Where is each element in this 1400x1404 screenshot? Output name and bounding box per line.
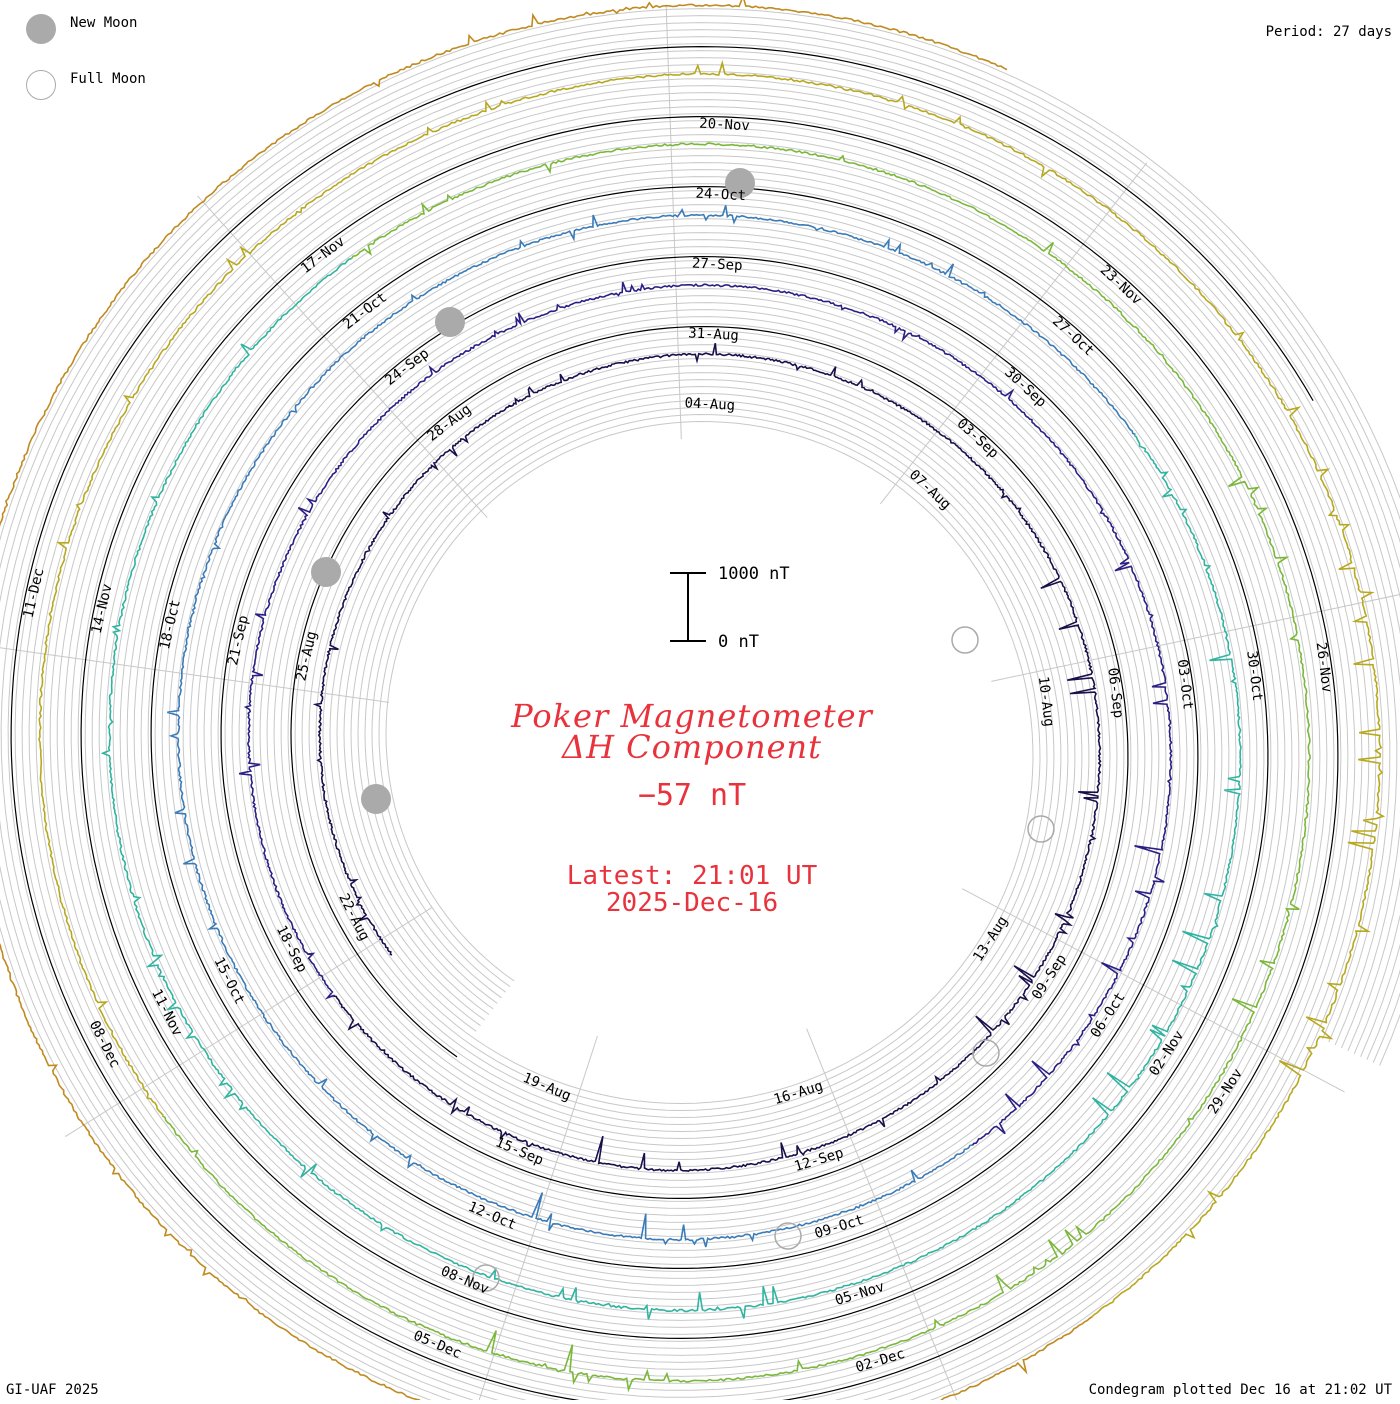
trace-rotation-4 [100,257,1242,1320]
trace-rotation-5 [161,142,1311,1393]
date-label: 16-Aug [772,1078,825,1108]
chart-title: Poker Magnetometer [510,697,873,735]
grid-spiral-6 [14,50,1400,1404]
new-moon-marker-1 [311,557,341,587]
footer-plot-time: Condegram plotted Dec 16 at 21:02 UT [1088,1382,1392,1398]
scale-bar: 1000 nT 0 nT [670,564,790,652]
new-moon-marker-2 [435,307,465,337]
full-moon-marker-1 [1027,815,1055,843]
grid-spiral-2 [0,22,1400,1404]
trace-rotation-2 [238,281,1173,1146]
footer-credit: GI-UAF 2025 [6,1382,99,1398]
date-label: 21-Sep [225,614,252,667]
legend-full-moon: Full Moon [26,70,146,100]
date-label: 04-Aug [684,395,735,414]
trace-rotation-1 [312,343,1102,1173]
scale-bottom-label: 0 nT [718,632,759,652]
grid-spoke-2 [991,593,1400,682]
grid-spiral-5 [7,43,1400,1404]
grid-layer [0,6,1400,1404]
full-moon-marker-3 [774,1222,802,1250]
trace-rotation-7 [0,0,1093,1404]
date-label: 26-Nov [1313,641,1335,693]
grid-spoke-7 [0,647,390,703]
grid-spiral-8 [28,64,1391,1391]
grid-spiral-3 [0,29,1400,1404]
date-label: 06-Sep [1104,667,1126,719]
current-value: −57 nT [638,778,746,813]
grid-spiral-0 [0,8,1400,1404]
chart-subtitle: ΔH Component [560,728,822,766]
date-label: 30-Oct [1243,650,1265,702]
date-label: 08-Nov [438,1263,491,1297]
date-label: 10-Aug [1035,675,1057,727]
baseline-spiral-path [10,45,1339,1404]
grid-spoke-4 [806,1028,959,1404]
grid-spiral-1 [0,15,1400,1404]
legend-new-moon-label: New Moon [70,15,138,31]
date-label: 31-Aug [688,325,739,344]
date-label: 24-Oct [695,186,746,205]
period-label: Period: 27 days [1265,24,1392,40]
date-label: 14-Nov [89,582,116,635]
moon-markers [311,168,1055,1292]
new-moon-marker-0 [361,784,391,814]
date-label: 05-Dec [411,1328,464,1362]
full-moon-icon [26,70,56,100]
trace-rotation-3 [167,205,1136,1248]
legend-full-moon-label: Full Moon [70,71,146,87]
full-moon-marker-0 [951,626,979,654]
grid-spoke-0 [665,6,682,440]
scale-top-label: 1000 nT [718,564,790,584]
date-label: 03-Oct [1174,658,1196,710]
full-moon-marker-4 [472,1264,500,1292]
date-label: 11-Dec [21,567,48,620]
new-moon-icon [26,14,56,44]
date-label: 12-Oct [466,1199,519,1233]
date-label: 27-Sep [692,255,743,274]
new-moon-marker-3 [725,168,755,198]
grid-spoke-6 [65,906,433,1138]
full-moon-marker-2 [972,1039,1000,1067]
baseline-spiral [10,45,1339,1404]
legend-new-moon: New Moon [26,14,137,44]
latest-time: Latest: 21:01 UT [567,861,818,891]
grid-spiral-4 [0,36,1400,1404]
date-label: 18-Oct [157,598,184,651]
date-label: 19-Aug [520,1070,573,1104]
trace-rotation-6 [38,59,1386,1318]
grid-spiral-9 [35,71,1384,1384]
date-label: 20-Nov [699,116,750,135]
grid-spoke-1 [879,162,1148,505]
date-label: 25-Aug [293,630,320,683]
grid-spiral-7 [21,57,1398,1398]
grid-spoke-3 [961,888,1345,1093]
grid-spoke-8 [197,195,488,518]
latest-date: 2025-Dec-16 [606,888,778,918]
